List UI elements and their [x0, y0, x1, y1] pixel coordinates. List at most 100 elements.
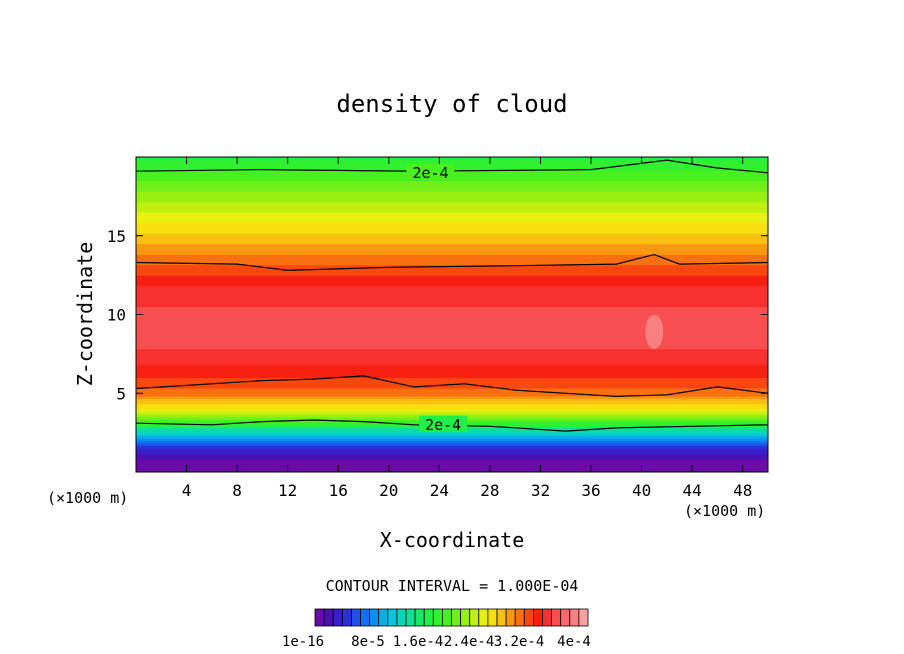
x-unit-left: (×1000 m)	[47, 489, 128, 507]
field-band	[136, 335, 768, 339]
field-band	[136, 296, 768, 300]
colorbar-swatch	[469, 608, 480, 627]
field-band	[136, 343, 768, 347]
field-band	[136, 272, 768, 276]
contour-lines: 2e-4 2e-4	[136, 159, 768, 434]
field-band	[136, 330, 768, 334]
field-band	[136, 188, 768, 192]
contour-label: 2e-4	[412, 164, 448, 182]
field-band	[136, 353, 768, 358]
colorbar-label: 4e-4	[557, 634, 591, 650]
colorbar-swatch	[314, 608, 325, 627]
field-band	[136, 201, 768, 205]
field-band	[136, 367, 768, 371]
field-band	[136, 435, 768, 439]
colorbar-swatch	[487, 608, 498, 627]
colorbar-swatch	[360, 608, 371, 627]
field-band	[136, 180, 768, 184]
colorbar-swatch	[387, 608, 398, 627]
field-band	[136, 322, 768, 326]
field-band	[136, 372, 768, 376]
colorbar-swatch	[505, 608, 516, 627]
field-band	[136, 327, 768, 331]
field-band	[136, 464, 768, 468]
colorbar-label: 1.6e-4	[393, 634, 444, 650]
colorbar-swatch	[423, 608, 434, 627]
field-band	[136, 251, 768, 255]
field-band	[136, 403, 768, 407]
colorbar-swatch	[441, 608, 452, 627]
field-band	[136, 238, 768, 242]
field-band	[136, 288, 768, 292]
field-band	[136, 256, 768, 260]
contour-label-bg	[419, 415, 468, 432]
colorbar-swatch	[432, 608, 443, 627]
colorbar-label: 2.4e-4	[444, 634, 495, 650]
x-tick-label: 32	[531, 481, 550, 500]
field-band	[136, 235, 768, 239]
field-band	[136, 309, 768, 313]
field-band	[136, 157, 768, 161]
field-band	[136, 319, 768, 323]
field-band	[136, 267, 768, 271]
field-band	[136, 458, 768, 463]
field-band	[136, 220, 768, 224]
field-hotspot	[645, 314, 664, 349]
y-axis: 5 10 15	[107, 227, 768, 403]
colorbar-swatch	[533, 608, 543, 627]
field-band	[136, 317, 768, 321]
colorbar-swatch	[542, 608, 553, 627]
y-axis-label: Z-coordinate	[73, 242, 97, 387]
field-band	[136, 395, 768, 400]
field-band	[136, 243, 768, 247]
field-band	[136, 411, 768, 415]
field-band	[136, 191, 768, 195]
field-band	[136, 196, 768, 200]
colorbar-swatch	[378, 608, 389, 627]
field-band	[136, 301, 768, 305]
x-tick-label: 44	[683, 481, 702, 500]
x-unit-right: (×1000 m)	[684, 502, 765, 520]
field-band	[136, 283, 768, 287]
contour-interval-label: CONTOUR INTERVAL = 1.000E-04	[326, 577, 579, 595]
field-band	[136, 298, 768, 302]
field-band	[136, 377, 768, 381]
colorbar-swatch	[332, 608, 343, 627]
field-band	[136, 443, 768, 447]
x-tick-label: 36	[581, 481, 600, 500]
field-band	[136, 437, 768, 442]
field-band	[136, 369, 768, 373]
colorbar-swatch	[496, 608, 507, 627]
field-band	[136, 254, 768, 258]
field-band	[136, 285, 768, 289]
field-band	[136, 456, 768, 460]
colorbar-swatch	[414, 608, 425, 627]
field-band	[136, 351, 768, 355]
colorbar-swatch	[578, 608, 589, 627]
colorbar-label: 8e-5	[351, 634, 385, 650]
field-band	[136, 374, 768, 379]
field-band	[136, 325, 768, 329]
contour-line	[136, 159, 768, 174]
field-band	[136, 206, 768, 211]
field-band	[136, 193, 768, 197]
field-band	[136, 332, 768, 337]
x-tick-label: 8	[232, 481, 242, 500]
field-band	[136, 209, 768, 213]
field-band	[136, 280, 768, 284]
field-band	[136, 469, 768, 472]
field-band	[136, 440, 768, 444]
field-band	[136, 262, 768, 266]
x-tick-label: 24	[430, 481, 449, 500]
field-band	[136, 409, 768, 413]
y-tick-label: 15	[107, 227, 126, 246]
colorbar-swatch	[341, 608, 352, 627]
colorbar-swatch	[369, 608, 380, 627]
field-band	[136, 445, 768, 449]
field-band	[136, 359, 768, 363]
field-band	[136, 385, 768, 389]
field-band	[136, 230, 768, 234]
field-band	[136, 314, 768, 318]
x-tick-label: 48	[733, 481, 752, 500]
